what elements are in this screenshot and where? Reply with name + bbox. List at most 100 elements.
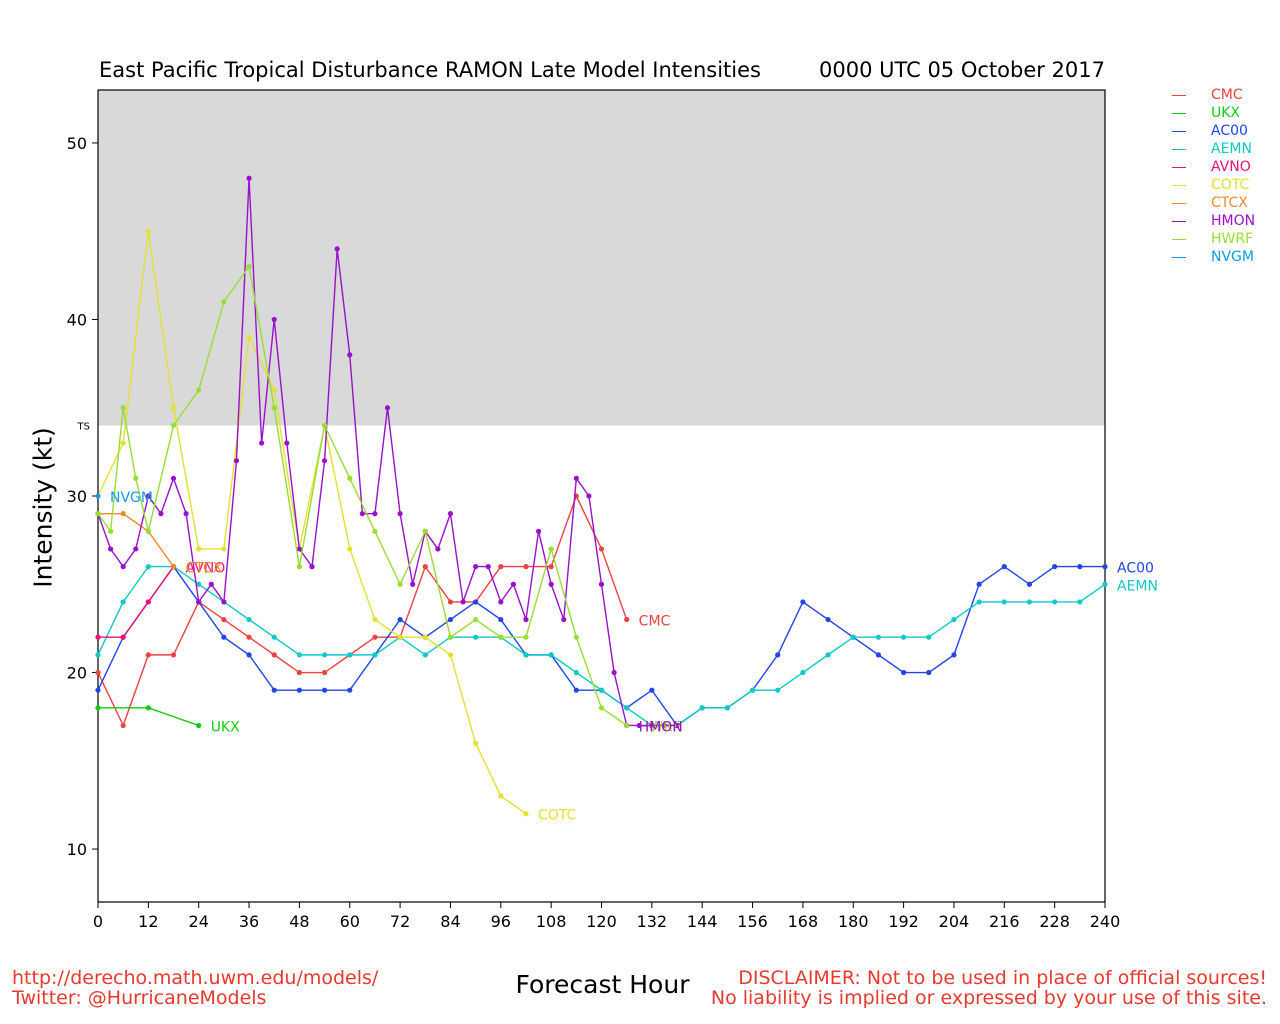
chart-title: East Pacific Tropical Disturbance RAMON …	[99, 58, 761, 82]
data-point-aemn	[749, 687, 756, 693]
legend-label: AEMN	[1211, 141, 1252, 157]
data-point-cotc	[498, 793, 504, 799]
data-point-hwrf	[397, 581, 403, 587]
data-point-aemn	[271, 634, 277, 640]
data-point-ac00	[1026, 581, 1033, 587]
data-point-ac00	[649, 687, 655, 693]
data-point-cotc	[447, 652, 454, 658]
legend-item-hwrf: HWRF	[1172, 230, 1255, 248]
data-point-hwrf	[107, 528, 114, 534]
x-tick-label: 168	[788, 912, 819, 931]
data-point-aemn	[473, 634, 479, 640]
legend-item-nvgm: NVGM	[1172, 248, 1255, 266]
series-line-ukx	[98, 707, 199, 727]
data-point-hmon	[145, 493, 151, 499]
data-point-cmc	[246, 634, 252, 640]
x-tick-label: 216	[989, 912, 1020, 931]
data-point-aemn	[875, 634, 882, 640]
end-label-cmc: CMC	[639, 614, 671, 630]
data-point-ac00	[1102, 564, 1108, 570]
data-point-hmon	[410, 581, 416, 587]
data-point-hmon	[523, 616, 529, 623]
x-tick-label: 72	[390, 912, 410, 931]
data-point-hwrf	[120, 405, 126, 411]
data-point-hmon	[183, 511, 189, 517]
data-point-aemn	[951, 616, 957, 623]
y-tick-label: 40	[67, 310, 87, 329]
data-point-hwrf	[372, 528, 378, 534]
legend-label: UKX	[1211, 105, 1241, 121]
legend-label: NVGM	[1211, 249, 1254, 265]
data-point-hmon	[447, 511, 454, 517]
end-label-cotc: COTC	[538, 808, 577, 824]
data-point-cotc	[196, 546, 202, 552]
data-point-aemn	[95, 652, 101, 658]
data-point-aemn	[1077, 599, 1083, 605]
data-point-ac00	[573, 687, 579, 693]
data-point-hmon	[208, 581, 214, 587]
data-point-hmon	[510, 581, 516, 587]
data-point-hmon	[259, 440, 265, 446]
legend-label: CMC	[1211, 87, 1243, 103]
end-label-aemn: AEMN	[1117, 578, 1158, 594]
twitter-handle: Twitter: @HurricaneModels	[12, 987, 267, 1009]
source-link[interactable]: http://derecho.math.uwm.edu/models/	[12, 967, 379, 989]
data-point-aemn	[1001, 599, 1007, 605]
data-point-ac00	[447, 616, 454, 623]
data-point-hmon	[334, 246, 340, 252]
y-tick-label: 10	[67, 840, 87, 859]
data-point-ac00	[296, 687, 302, 693]
data-point-ukx	[196, 722, 202, 729]
end-label-ctcx: CTCX	[186, 561, 223, 577]
data-point-cmc	[422, 564, 428, 570]
x-tick-label: 24	[189, 912, 209, 931]
data-point-hwrf	[321, 422, 328, 428]
end-label-nvgm: NVGM	[110, 490, 153, 506]
legend-label: CTCX	[1211, 195, 1248, 211]
data-point-aemn	[120, 599, 126, 605]
data-point-aemn	[976, 599, 982, 605]
data-point-hwrf	[170, 422, 177, 428]
data-point-hwrf	[573, 634, 579, 640]
data-point-cotc	[372, 616, 378, 623]
legend-item-cotc: COTC	[1172, 176, 1255, 194]
series-line-ctcx	[98, 512, 175, 568]
legend-item-avno: AVNO	[1172, 158, 1255, 176]
data-point-hmon	[573, 475, 579, 481]
data-point-cmc	[95, 669, 101, 676]
data-point-hwrf	[145, 528, 151, 534]
footer-source: http://derecho.math.uwm.edu/models/ Twit…	[12, 968, 378, 1008]
data-point-hmon	[196, 599, 202, 605]
data-point-hmon	[586, 493, 592, 499]
data-point-hmon	[133, 546, 139, 552]
data-point-hwrf	[133, 475, 139, 481]
data-point-aemn	[196, 581, 202, 587]
x-tick-label: 228	[1039, 912, 1070, 931]
data-point-ac00	[246, 652, 252, 658]
data-point-ac00	[875, 652, 882, 658]
y-tick-label: 50	[67, 134, 87, 153]
data-point-hmon	[107, 546, 114, 552]
data-point-hmon	[296, 546, 302, 552]
series-line-ac00	[97, 565, 1105, 727]
data-point-cmc	[271, 652, 277, 658]
end-label-ac00: AC00	[1117, 561, 1154, 577]
data-point-avno	[145, 599, 151, 605]
y-axis-label: Intensity (kt)	[28, 427, 58, 588]
data-point-cmc	[624, 616, 630, 623]
data-point-hwrf	[447, 634, 454, 640]
data-point-hmon	[384, 405, 391, 411]
data-point-hmon	[246, 175, 252, 181]
legend-swatch	[1172, 256, 1186, 258]
data-point-ac00	[221, 634, 227, 640]
data-point-cmc	[372, 634, 378, 640]
data-point-ac00	[321, 687, 328, 693]
data-point-hmon	[372, 511, 378, 517]
data-point-hmon	[435, 546, 441, 552]
data-point-aemn	[1052, 599, 1058, 605]
data-point-hmon	[359, 511, 365, 517]
legend-swatch	[1172, 238, 1186, 240]
data-point-hmon	[460, 599, 466, 605]
data-point-hmon	[284, 440, 290, 446]
data-point-aemn	[624, 705, 630, 711]
